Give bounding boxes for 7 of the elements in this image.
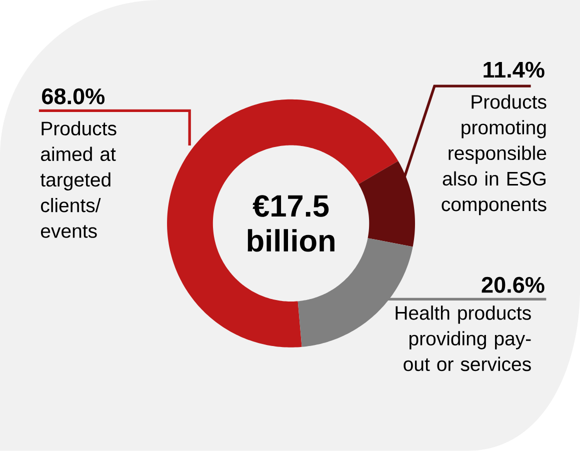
data-label: 11.4% <box>484 62 544 78</box>
slice-label: Products aimed at targeted clients/ events <box>40 121 116 238</box>
slice-label: Products promoting responsible also in ESG components <box>442 94 546 216</box>
text: €17.5 billion <box>248 195 334 252</box>
data-label: 20.6% <box>482 276 544 293</box>
slice-label: Health products providing pay-out or services <box>396 306 531 372</box>
data-label: 68.0% <box>42 88 105 104</box>
